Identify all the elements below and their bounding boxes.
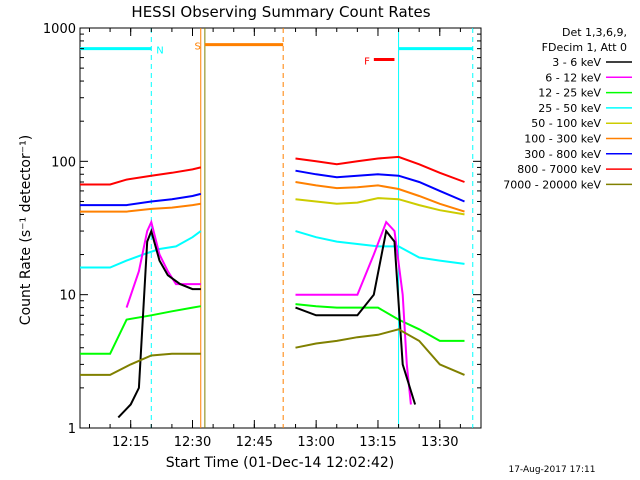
y-tick-label-100: 100 xyxy=(51,155,76,170)
legend-entry-label-800-7000-kev: 800 - 7000 keV xyxy=(517,163,601,176)
x-tick-label-1315: 13:15 xyxy=(359,435,396,450)
legend-entry-label-3-6-kev: 3 - 6 keV xyxy=(552,56,601,69)
x-tick-label-1245: 12:45 xyxy=(236,435,273,450)
x-tick-label-1330: 13:30 xyxy=(421,435,458,450)
legend-header-line: Det 1,3,6,9, xyxy=(562,26,627,39)
series-line-12-25-kev xyxy=(80,303,465,355)
legend-entry-label-50-100-kev: 50 - 100 keV xyxy=(531,117,601,130)
y-tick-label-1000: 1000 xyxy=(43,22,76,37)
y-tick-label-10: 10 xyxy=(59,289,76,304)
series-line-300-800-kev xyxy=(80,169,465,207)
annotation-label-s: S xyxy=(195,42,201,53)
legend: Det 1,3,6,9, FDecim 1, Att 0 3 - 6 keV 6 - … xyxy=(503,26,632,191)
annotation-label-n: N xyxy=(156,46,163,57)
x-axis-label: Start Time (01-Dec-14 12:02:42) xyxy=(166,455,394,471)
legend-entry-label-7000-20000-kev: 7000 - 20000 keV xyxy=(503,178,601,191)
x-axis: 12:15 12:30 12:45 13:00 13:15 13:30 xyxy=(88,28,461,450)
plot-frame xyxy=(79,27,482,429)
legend-entry-label-12-25-kev: 12 - 25 keV xyxy=(538,87,601,100)
legend-entry-label-6-12-kev: 6 - 12 keV xyxy=(545,71,601,84)
series-line-50-100-kev xyxy=(295,197,465,216)
x-tick-label-1300: 13:00 xyxy=(297,435,334,450)
footer-timestamp: 17-Aug-2017 17:11 xyxy=(508,465,595,475)
series-layer xyxy=(80,155,465,419)
legend-header-line: FDecim 1, Att 0 xyxy=(542,41,627,54)
annotation-layer: N S F xyxy=(80,28,474,428)
x-tick-label-1230: 12:30 xyxy=(174,435,211,450)
annotation-label-f: F xyxy=(364,57,370,68)
y-axis: 1 10 100 1000 xyxy=(43,22,481,437)
legend-entry-label-25-50-kev: 25 - 50 keV xyxy=(538,102,601,115)
series-line-3-6-kev xyxy=(117,227,417,419)
y-axis-label: Count Rate (s⁻¹ detector⁻¹) xyxy=(18,135,34,325)
series-line-100-300-kev xyxy=(80,181,465,213)
chart-title: HESSI Observing Summary Count Rates xyxy=(131,3,430,21)
x-tick-label-1215: 12:15 xyxy=(112,435,149,450)
series-line-7000-20000-kev xyxy=(80,328,465,376)
legend-entry-label-300-800-kev: 300 - 800 keV xyxy=(524,148,601,161)
series-line-800-7000-kev xyxy=(80,155,465,186)
series-line-6-12-kev xyxy=(125,219,412,405)
legend-entry-label-100-300-kev: 100 - 300 keV xyxy=(524,133,601,146)
series-line-25-50-kev xyxy=(80,230,465,269)
y-tick-label-1: 1 xyxy=(68,422,76,437)
